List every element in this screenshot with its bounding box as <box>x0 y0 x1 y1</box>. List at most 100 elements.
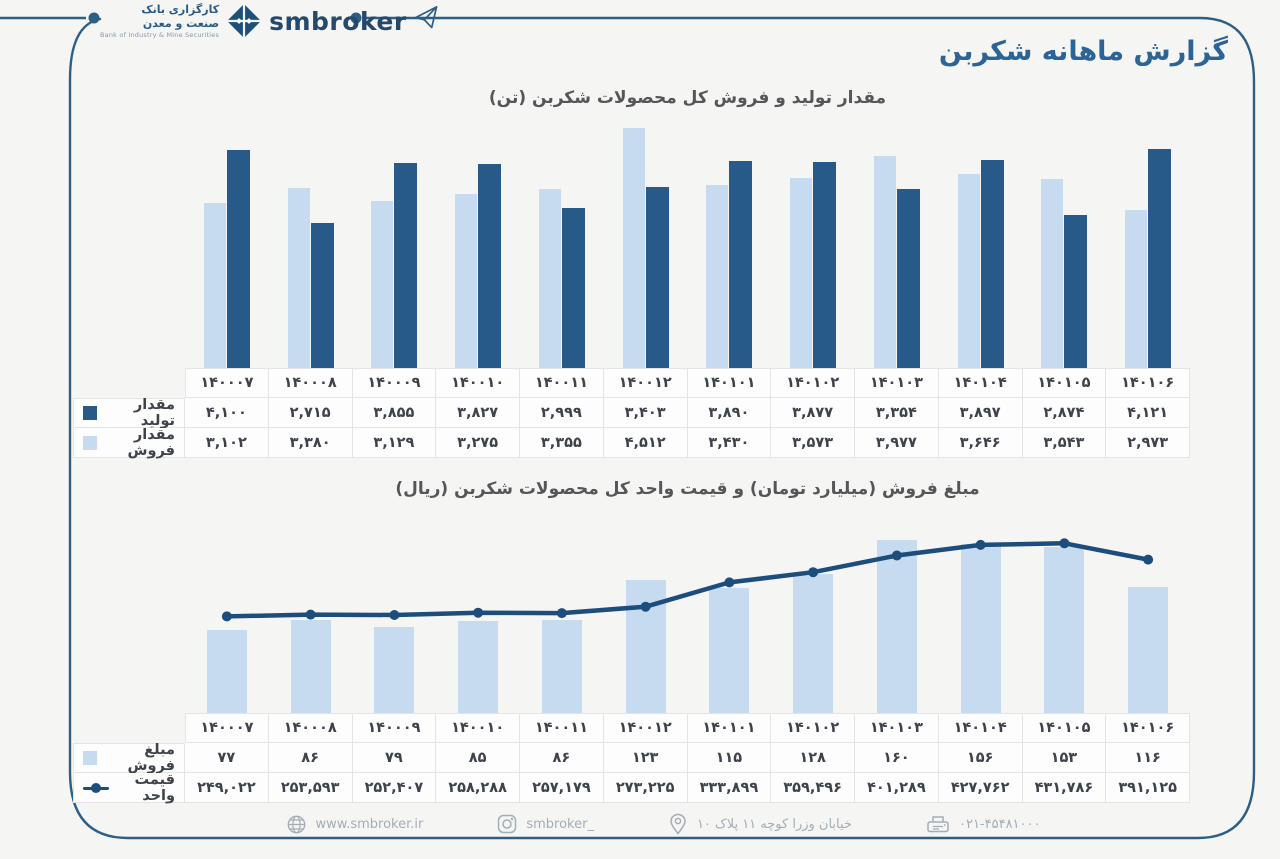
unit-price-legend-cell: قیمت واحد <box>73 771 185 804</box>
unit-price-value-cell: ۲۵۸,۲۸۸ <box>436 773 520 803</box>
sales-bar <box>1041 179 1064 368</box>
chart1-bar-group <box>353 123 437 368</box>
month-header-cell: ۱۴۰۰۰۹ <box>352 368 437 398</box>
series-label: مقدار فروش <box>127 426 175 459</box>
production-value-cell: ۳,۸۲۷ <box>436 398 520 428</box>
chart1-bar-group <box>1106 123 1190 368</box>
chart1-bar-group <box>604 123 688 368</box>
production-value-cell: ۳,۳۵۴ <box>855 398 939 428</box>
chart1-bar-group <box>185 123 269 368</box>
series-label: مقدار تولید <box>133 397 175 429</box>
production-bar <box>1148 148 1172 368</box>
brand-en-name: Bank of Industry & Mine Securities <box>100 30 220 39</box>
bank-diamond-logo-icon <box>227 4 262 38</box>
unit-price-value-cell: ۳۹۱,۱۲۵ <box>1106 773 1190 803</box>
chart2-plot <box>185 531 1190 713</box>
sales-amount-value-cell: ۷۷ <box>185 743 269 773</box>
production-bar <box>478 164 502 368</box>
unit-price-value-cell: ۴۲۷,۷۶۲ <box>938 773 1023 803</box>
production-value-cell: ۳,۸۵۵ <box>352 398 437 428</box>
month-header-cell: ۱۴۰۰۰۸ <box>268 368 353 398</box>
chart2-bar-column <box>939 531 1023 713</box>
sales-amount-bar <box>709 588 750 713</box>
unit-price-value-cell: ۳۳۳,۸۹۹ <box>687 773 772 803</box>
chart2-bar-column <box>1106 531 1190 713</box>
chart2-bar-column <box>604 531 688 713</box>
brand-block: کارگزاری بانک صنعت و معدن Bank of Indust… <box>100 3 440 39</box>
month-header-cell: ۱۴۰۱۰۲ <box>771 713 855 743</box>
address-text: خیابان وزرا کوچه ۱۱ پلاک ۱۰ <box>696 816 852 832</box>
production-bar <box>561 208 585 368</box>
series-label: مبلغ فروش <box>127 742 175 774</box>
production-swatch-icon <box>83 406 97 420</box>
chart2-bar-column <box>353 531 437 713</box>
month-header-cell: ۱۴۰۱۰۴ <box>938 368 1023 398</box>
header-line-right-dot <box>350 12 362 24</box>
unit-price-value-cell: ۲۴۹,۰۲۲ <box>185 773 269 803</box>
month-header-cell: ۱۴۰۱۰۲ <box>771 368 855 398</box>
chart2-bar-column <box>269 531 353 713</box>
sales-amount-legend-cell: مبلغ فروش <box>73 742 185 774</box>
chart2-bar-column <box>1023 531 1107 713</box>
sales-amount-value-cell: ۸۶ <box>520 743 604 773</box>
sales-amount-bar <box>625 579 666 713</box>
sales-bar <box>455 193 478 368</box>
sales-bar <box>1125 209 1148 368</box>
sales-amount-value-cell: ۱۲۸ <box>771 743 855 773</box>
sales-amount-bar <box>876 539 917 713</box>
sales-amount-value-cell: ۸۵ <box>436 743 520 773</box>
production-value-cell: ۳,۸۷۷ <box>771 398 855 428</box>
production-value-cell: ۳,۸۹۰ <box>687 398 772 428</box>
sales-bar <box>622 127 645 368</box>
sales-value-cell: ۳,۳۵۵ <box>520 428 604 458</box>
table-corner-filler <box>73 368 185 398</box>
sales-bar <box>790 177 813 368</box>
production-bar <box>729 160 753 368</box>
production-bar <box>394 162 418 368</box>
paper-plane-icon <box>414 6 438 29</box>
month-header-cell: ۱۴۰۱۰۴ <box>938 713 1023 743</box>
month-header-cell: ۱۴۰۰۱۰ <box>436 713 520 743</box>
month-header-cell: ۱۴۰۰۱۱ <box>520 713 604 743</box>
month-header-cell: ۱۴۰۰۱۲ <box>603 713 688 743</box>
instagram-handle: smbroker_ <box>526 816 594 832</box>
chart2-bar-column <box>185 531 269 713</box>
sales-amount-bar <box>290 619 331 713</box>
sales-amount-value-cell: ۱۱۶ <box>1106 743 1190 773</box>
sales-amount-value-cell: ۱۲۳ <box>603 743 688 773</box>
chart1-bar-group <box>436 123 520 368</box>
sales-amount-bar <box>458 620 499 713</box>
month-header-cell: ۱۴۰۱۰۳ <box>855 713 939 743</box>
instagram-link[interactable]: smbroker_ <box>497 814 594 834</box>
production-value-cell: ۲,۹۹۹ <box>520 398 604 428</box>
sales-amount-value-cell: ۷۹ <box>352 743 437 773</box>
sales-amount-bar <box>793 574 834 713</box>
sales-amount-value-cell: ۱۱۵ <box>687 743 772 773</box>
header-line-left-dot <box>88 12 100 24</box>
sales-value-cell: ۳,۲۷۵ <box>436 428 520 458</box>
month-header-cell: ۱۴۰۱۰۵ <box>1022 368 1107 398</box>
sales-value-cell: ۳,۳۸۰ <box>268 428 353 458</box>
production-bar <box>813 161 837 368</box>
chart2-bar-column <box>520 531 604 713</box>
chart1-title: مقدار تولید و فروش کل محصولات شکربن (تن) <box>488 88 887 108</box>
production-bar <box>226 149 250 368</box>
instagram-icon <box>498 814 517 834</box>
brand-name: کارگزاری بانک صنعت و معدن Bank of Indust… <box>100 3 219 39</box>
chart1-data-table: ۱۴۰۰۰۷ ۱۴۰۰۰۸ ۱۴۰۰۰۹ ۱۴۰۰۱۰ ۱۴۰۰۱۱ ۱۴۰۰۱۲ ۱۴۰۱… <box>73 368 1190 459</box>
sales-bar <box>203 202 226 368</box>
unit-price-value-cell: ۴۳۱,۷۸۶ <box>1022 773 1107 803</box>
production-bar <box>896 189 920 368</box>
location-pin-icon <box>670 813 686 835</box>
series-label: قیمت واحد <box>134 771 175 804</box>
website-link[interactable]: www.smbroker.ir <box>286 814 424 835</box>
sales-swatch-icon <box>83 435 97 450</box>
phone-text: ۰۲۱-۴۵۴۸۱۰۰۰ <box>958 816 1041 832</box>
month-header-cell: ۱۴۰۱۰۶ <box>1106 713 1190 743</box>
sales-legend-cell: مقدار فروش <box>73 426 185 459</box>
sales-amount-bar <box>1044 547 1085 713</box>
unit-price-line-marker-icon <box>83 782 109 794</box>
sales-amount-value-cell: ۱۶۰ <box>855 743 939 773</box>
website-text: www.smbroker.ir <box>315 816 424 832</box>
